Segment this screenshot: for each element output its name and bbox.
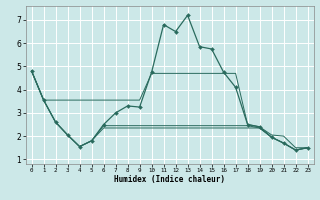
X-axis label: Humidex (Indice chaleur): Humidex (Indice chaleur) [114, 175, 225, 184]
